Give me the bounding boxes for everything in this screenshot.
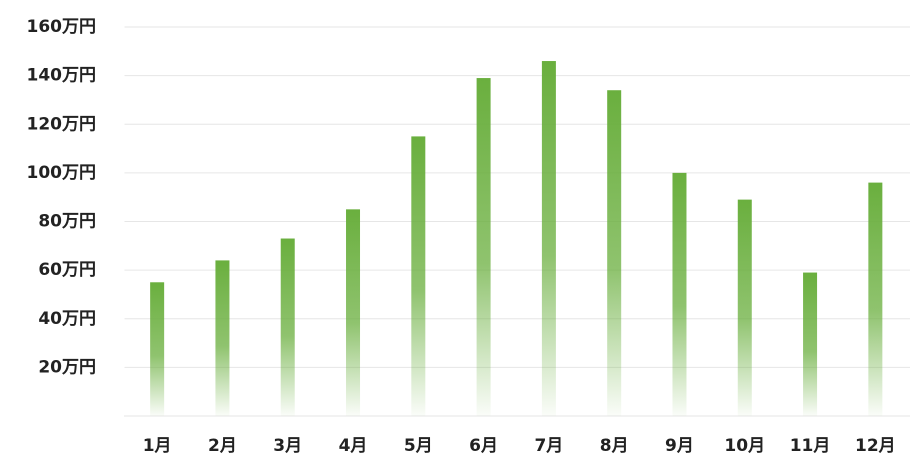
y-tick-label: 140万円: [27, 66, 97, 86]
bar: [607, 90, 622, 417]
bar: [411, 136, 426, 416]
x-tick-label: 4月: [339, 436, 368, 456]
bar: [476, 78, 491, 417]
bar: [215, 260, 230, 416]
bar: [868, 182, 883, 416]
bar: [737, 199, 752, 416]
bar: [280, 238, 295, 416]
x-tick-label: 5月: [404, 436, 433, 456]
bar: [803, 272, 818, 416]
x-tick-label: 10月: [724, 436, 765, 456]
y-tick-label: 100万円: [27, 163, 97, 183]
x-tick-label: 3月: [273, 436, 302, 456]
bar: [150, 282, 165, 416]
x-tick-label: 6月: [469, 436, 498, 456]
y-tick-label: 80万円: [38, 212, 96, 232]
x-tick-label: 2月: [208, 436, 237, 456]
bar: [346, 209, 361, 416]
y-tick-label: 60万円: [38, 260, 96, 280]
x-tick-label: 9月: [665, 436, 694, 456]
x-tick-label: 11月: [790, 436, 831, 456]
x-tick-label: 1月: [143, 436, 172, 456]
y-tick-label: 20万円: [38, 357, 96, 377]
y-tick-label: 40万円: [38, 309, 96, 329]
bar: [672, 172, 687, 416]
x-tick-label: 8月: [600, 436, 629, 456]
y-tick-label: 120万円: [27, 114, 97, 134]
y-tick-label: 160万円: [27, 17, 97, 37]
x-tick-label: 7月: [534, 436, 563, 456]
x-tick-label: 12月: [855, 436, 896, 456]
bar: [541, 61, 556, 416]
